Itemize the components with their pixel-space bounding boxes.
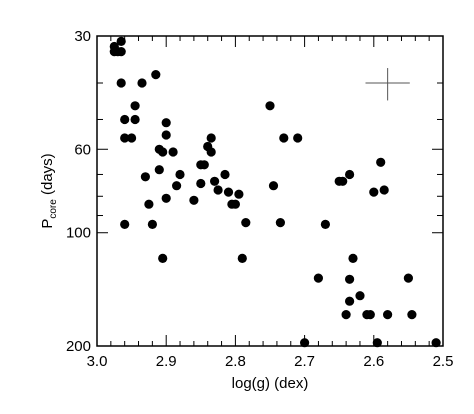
data-point — [206, 147, 216, 157]
data-point — [154, 165, 164, 175]
data-point — [161, 130, 171, 140]
data-point — [213, 185, 223, 195]
data-point — [300, 338, 310, 348]
axis-ticks — [96, 35, 444, 347]
data-point — [345, 169, 355, 180]
data-point — [230, 199, 240, 209]
data-point — [120, 219, 130, 229]
data-point — [431, 338, 441, 348]
x-tick-label: 2.7 — [294, 353, 315, 370]
data-point — [137, 78, 147, 88]
data-point — [268, 181, 279, 191]
data-point — [175, 169, 185, 180]
data-point — [355, 291, 365, 301]
x-axis-label: log(g) (dex) — [232, 375, 309, 392]
data-point — [127, 133, 137, 143]
data-point — [345, 274, 355, 284]
data-point — [313, 273, 323, 283]
data-point — [320, 219, 330, 229]
data-point — [116, 47, 126, 57]
data-point — [147, 219, 157, 229]
data-point — [383, 310, 393, 320]
data-point — [199, 160, 209, 170]
error-bar — [365, 68, 410, 101]
x-tick-label: 2.6 — [363, 353, 384, 370]
axis-tick-labels: 3.0 2.9 2.8 2.7 2.6 2.5 30 60 100 200 — [66, 28, 453, 370]
data-point — [265, 101, 275, 111]
data-point — [161, 193, 171, 203]
data-point — [365, 310, 375, 320]
data-points — [109, 36, 441, 348]
data-point — [234, 189, 244, 199]
data-point — [407, 310, 417, 320]
data-point — [172, 181, 182, 191]
data-point — [372, 338, 382, 348]
data-point — [196, 178, 206, 189]
data-point — [220, 169, 230, 180]
data-point — [293, 133, 303, 143]
data-point — [158, 147, 168, 157]
data-point — [116, 36, 126, 47]
y-axis-label-subscript: core — [48, 199, 59, 219]
plot-frame — [96, 35, 444, 347]
data-point — [144, 199, 154, 209]
x-tick-label: 2.8 — [225, 353, 246, 370]
x-tick-label: 2.9 — [156, 353, 177, 370]
data-point — [120, 114, 130, 125]
data-point — [130, 101, 140, 111]
data-point — [158, 253, 168, 263]
y-tick-label: 60 — [74, 141, 91, 158]
x-tick-label: 2.5 — [433, 353, 454, 370]
data-point — [379, 185, 389, 195]
data-point — [223, 187, 234, 197]
data-point — [275, 218, 285, 228]
data-point — [403, 273, 413, 283]
y-tick-label: 30 — [74, 28, 91, 45]
y-tick-label: 200 — [66, 338, 91, 355]
data-point — [369, 187, 379, 197]
y-axis-label-base: P — [39, 219, 56, 229]
data-point — [151, 70, 161, 80]
data-point — [161, 118, 171, 128]
data-point — [338, 176, 348, 186]
data-point — [168, 147, 178, 157]
data-point — [376, 157, 386, 167]
data-point — [241, 218, 251, 228]
y-axis-label-suffix: (days) — [39, 153, 56, 199]
data-point — [116, 78, 126, 88]
data-point — [237, 253, 247, 263]
y-tick-label: 100 — [66, 225, 91, 242]
data-point — [345, 296, 355, 306]
data-point — [210, 176, 220, 186]
data-point — [206, 133, 216, 143]
y-axis-label: Pcore (days) — [39, 153, 59, 228]
data-point — [120, 133, 130, 143]
data-point — [189, 195, 199, 205]
x-tick-label: 3.0 — [87, 353, 108, 370]
data-point — [130, 114, 140, 125]
data-point — [140, 172, 150, 182]
data-point — [348, 253, 358, 263]
data-point — [279, 133, 289, 143]
data-point — [341, 310, 351, 320]
